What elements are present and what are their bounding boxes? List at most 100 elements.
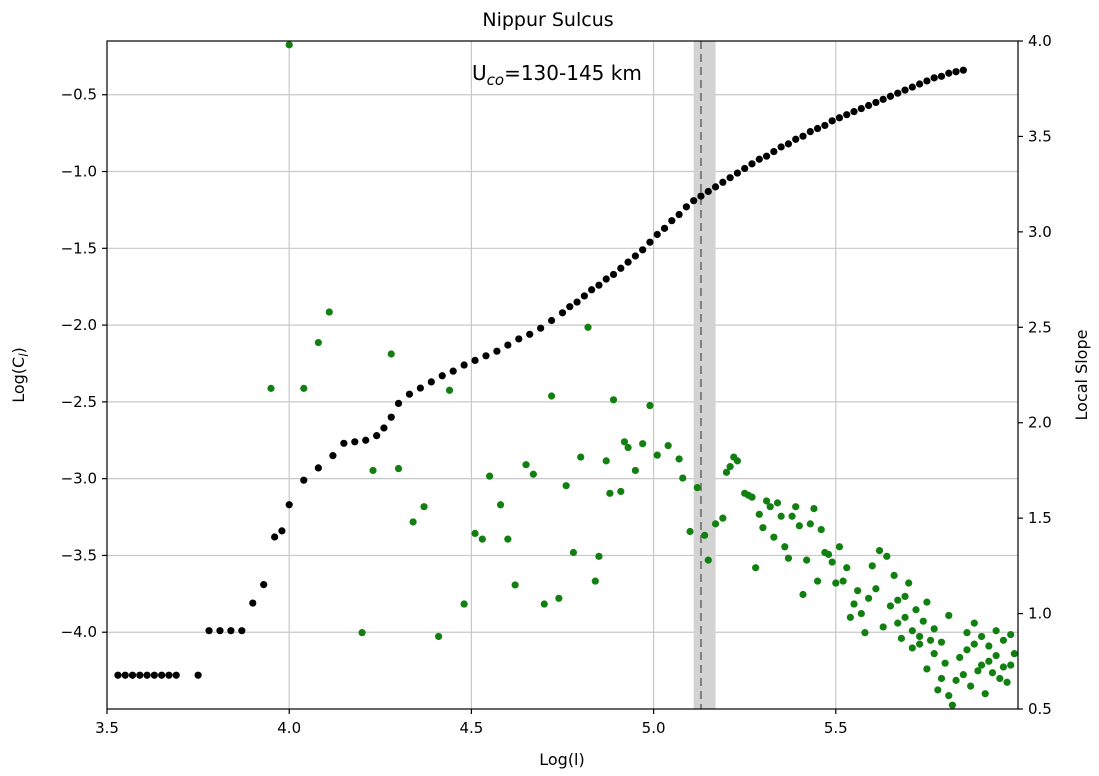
black-series-point <box>828 117 836 125</box>
black-series-point <box>504 341 512 349</box>
green-series-point <box>992 651 1000 660</box>
green-series-point <box>752 564 760 572</box>
green-series-point <box>916 632 924 641</box>
green-series-point <box>409 518 417 526</box>
black-series-point <box>278 527 286 535</box>
green-series-point <box>999 663 1008 671</box>
green-series-point <box>285 41 293 49</box>
green-series-point <box>930 625 938 633</box>
green-series-point <box>945 692 953 700</box>
green-series-point <box>762 497 771 505</box>
green-series-point <box>897 634 905 642</box>
black-series-point <box>806 128 814 136</box>
black-series-point <box>558 309 567 317</box>
black-series-point <box>340 439 348 447</box>
black-series-point <box>777 143 785 151</box>
black-series-point <box>835 114 844 122</box>
black-series-point <box>172 671 180 679</box>
y-right-tick-label: 3.5 <box>1028 127 1052 145</box>
vline-band-layer <box>693 41 716 709</box>
black-series-point <box>449 367 457 375</box>
x-tick-label: 4.0 <box>277 719 301 737</box>
green-series-point <box>981 690 989 698</box>
black-series-point <box>872 98 880 107</box>
annotation-main: U <box>472 61 487 85</box>
annotation-rest: =130-145 km <box>504 61 642 85</box>
green-series-point <box>948 701 957 709</box>
black-series-point <box>580 292 588 300</box>
green-series-point <box>974 667 982 675</box>
black-series-point <box>879 95 887 103</box>
green-series-point <box>875 546 884 555</box>
green-series-point <box>945 611 953 620</box>
x-tick-label: 5.5 <box>824 719 848 737</box>
y-right-tick-label: 1.0 <box>1028 605 1052 623</box>
black-series-point <box>711 183 720 191</box>
black-series-point <box>675 210 683 219</box>
green-series-point <box>639 440 647 448</box>
green-series-point <box>810 505 818 513</box>
green-series-point <box>963 629 971 637</box>
green-series-point <box>795 522 803 530</box>
gridlines <box>107 41 1018 709</box>
black-series-point <box>697 192 705 200</box>
black-series-point <box>216 627 224 635</box>
green-series-point <box>919 617 927 625</box>
green-series-point <box>923 598 931 606</box>
black-series-point <box>762 152 771 160</box>
y-left-tick-label: −2.0 <box>61 316 97 334</box>
green-series-point <box>609 396 618 404</box>
green-series-point <box>937 638 946 646</box>
green-series-point <box>486 472 494 480</box>
green-series-point <box>540 600 548 608</box>
green-series-point <box>1007 630 1015 639</box>
black-series-point <box>748 160 756 168</box>
green-series-point <box>471 529 479 538</box>
black-series-point <box>260 581 268 589</box>
green-series-point <box>726 463 734 471</box>
green-series-point <box>595 552 603 560</box>
green-series-point <box>879 623 887 631</box>
y-right-tick-label: 0.5 <box>1028 700 1052 718</box>
green-series-point <box>300 384 308 392</box>
black-series-point <box>387 413 395 421</box>
green-series-point <box>547 392 556 400</box>
green-series-point <box>890 571 898 580</box>
black-series-point <box>249 599 257 607</box>
black-series-point <box>394 399 403 408</box>
green-series-point <box>824 550 833 559</box>
green-series-point <box>813 577 822 585</box>
green-series-point <box>748 493 756 501</box>
green-series-point <box>577 453 585 461</box>
black-series-point <box>416 384 424 392</box>
green-series-point <box>755 510 763 518</box>
y-right-tick-label: 1.5 <box>1028 509 1052 527</box>
black-series-point <box>573 298 581 306</box>
black-series-point <box>886 92 895 100</box>
green-series-point <box>704 556 712 564</box>
black-series-point <box>526 330 534 338</box>
green-series-point <box>934 686 942 694</box>
green-series-point <box>496 501 505 509</box>
green-series-point <box>977 632 986 641</box>
green-series-point <box>445 386 454 394</box>
black-series-point <box>792 135 800 143</box>
black-series-point <box>194 671 202 679</box>
black-series-point <box>959 66 967 74</box>
green-series-point <box>624 443 632 452</box>
green-series-point <box>937 674 946 683</box>
black-series-point <box>682 203 690 211</box>
green-series-point <box>792 503 800 511</box>
black-series-point <box>405 390 414 398</box>
green-series-point <box>555 594 563 602</box>
black-series-point <box>901 86 909 94</box>
green-series-point <box>963 646 971 654</box>
green-series-point <box>901 613 909 621</box>
green-series-point <box>562 482 570 490</box>
vline-band <box>693 41 716 709</box>
green-series-point <box>959 671 967 679</box>
y-left-tick-label: −2.5 <box>61 393 97 411</box>
green-series-point <box>905 579 913 587</box>
black-series-point <box>271 533 279 541</box>
green-series-point <box>846 613 854 621</box>
